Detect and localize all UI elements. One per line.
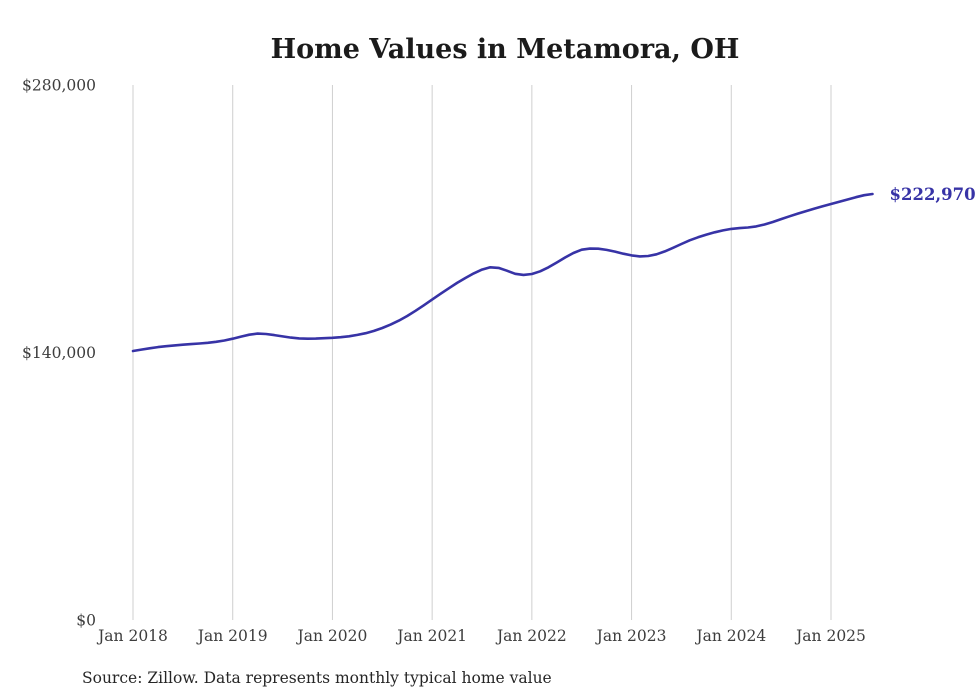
y-axis-tick-label: $140,000 — [22, 344, 96, 362]
source-note: Source: Zillow. Data represents monthly … — [82, 669, 552, 687]
x-axis-tick-label: Jan 2023 — [595, 627, 667, 645]
x-axis-tick-label: Jan 2019 — [196, 627, 268, 645]
latest-value-label: $222,970 — [890, 185, 976, 204]
chart-title: Home Values in Metamora, OH — [271, 34, 740, 65]
x-axis-tick-label: Jan 2025 — [794, 627, 866, 645]
x-axis-tick-label: Jan 2022 — [495, 627, 567, 645]
y-axis-tick-label: $0 — [76, 612, 96, 630]
x-axis-tick-label: Jan 2020 — [296, 627, 368, 645]
x-axis-tick-label: Jan 2018 — [96, 627, 168, 645]
x-axis-tick-label: Jan 2024 — [694, 627, 766, 645]
year-gridlines — [132, 85, 832, 620]
x-axis-tick-label: Jan 2021 — [395, 627, 467, 645]
home-value-line — [131, 192, 874, 353]
y-axis-tick-label: $280,000 — [22, 77, 96, 95]
y-axis-tick-labels: $0 $140,000 $280,000 — [22, 77, 96, 630]
x-axis-tick-labels: Jan 2018 Jan 2019 Jan 2020 Jan 2021 Jan 2022… — [96, 627, 866, 645]
